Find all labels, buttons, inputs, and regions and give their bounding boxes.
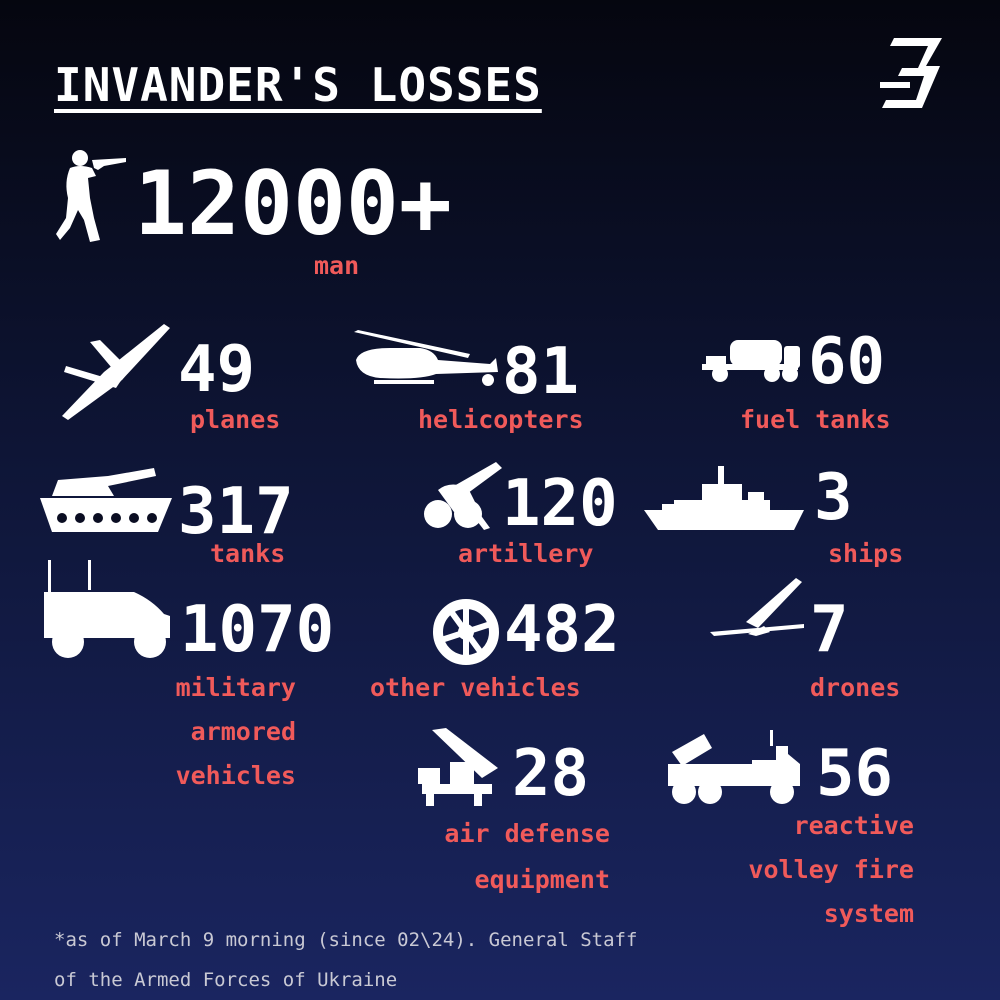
ships-value: 3 xyxy=(814,461,853,535)
logo-icon xyxy=(880,38,942,108)
planes-value: 49 xyxy=(178,333,256,407)
helicopters-value: 81 xyxy=(502,335,580,409)
tanks-label: tanks xyxy=(210,539,286,568)
mlrs-label-line1: reactive xyxy=(793,811,914,840)
fuel-truck-icon xyxy=(702,340,800,382)
armored-label-line1: military xyxy=(175,673,296,702)
drone-icon xyxy=(710,578,804,636)
footnote-line2: of the Armed Forces of Ukraine xyxy=(54,969,398,991)
helicopters-label: helicopters xyxy=(418,405,584,434)
armored-label-line3: vehicles xyxy=(175,761,296,790)
artillery-label: artillery xyxy=(458,539,594,568)
rocket-launcher-icon xyxy=(668,730,800,804)
other-vehicles-value: 482 xyxy=(504,593,620,667)
drones-label: drones xyxy=(810,673,901,702)
fuel-tanks-label: fuel tanks xyxy=(740,405,891,434)
tank-icon xyxy=(40,468,172,532)
wheel-icon xyxy=(433,599,499,665)
armored-label-line2: armored xyxy=(190,717,296,746)
mlrs-label-line3: system xyxy=(823,899,914,928)
tanks-value: 317 xyxy=(178,475,294,549)
fuel-tanks-value: 60 xyxy=(808,325,886,399)
page-title: INVANDER'S LOSSES xyxy=(54,58,542,112)
mlrs-label-line2: volley fire xyxy=(748,855,914,884)
personnel-value: 12000+ xyxy=(134,152,452,255)
air-defense-label-line1: air defense xyxy=(444,819,610,848)
helicopter-icon xyxy=(354,330,498,386)
air-defense-icon xyxy=(418,728,498,806)
planes-label: planes xyxy=(190,405,281,434)
drones-value: 7 xyxy=(810,593,849,667)
air-defense-value: 28 xyxy=(512,737,590,811)
soldier-icon xyxy=(56,150,126,242)
ships-label: ships xyxy=(828,539,904,568)
personnel-label: man xyxy=(314,251,360,280)
armored-vehicle-icon xyxy=(44,560,170,658)
armored-value: 1070 xyxy=(180,593,335,667)
ship-icon xyxy=(644,466,804,530)
footnote: *as of March 9 morning (since 02\24). Ge… xyxy=(54,920,637,1000)
artillery-icon xyxy=(424,462,502,530)
other-vehicles-label: other vehicles xyxy=(370,673,581,702)
mlrs-value: 56 xyxy=(816,737,894,811)
plane-icon xyxy=(62,324,170,420)
air-defense-label-line2: equipment xyxy=(474,865,610,894)
footnote-line1: *as of March 9 morning (since 02\24). Ge… xyxy=(54,929,638,951)
artillery-value: 120 xyxy=(502,467,618,541)
